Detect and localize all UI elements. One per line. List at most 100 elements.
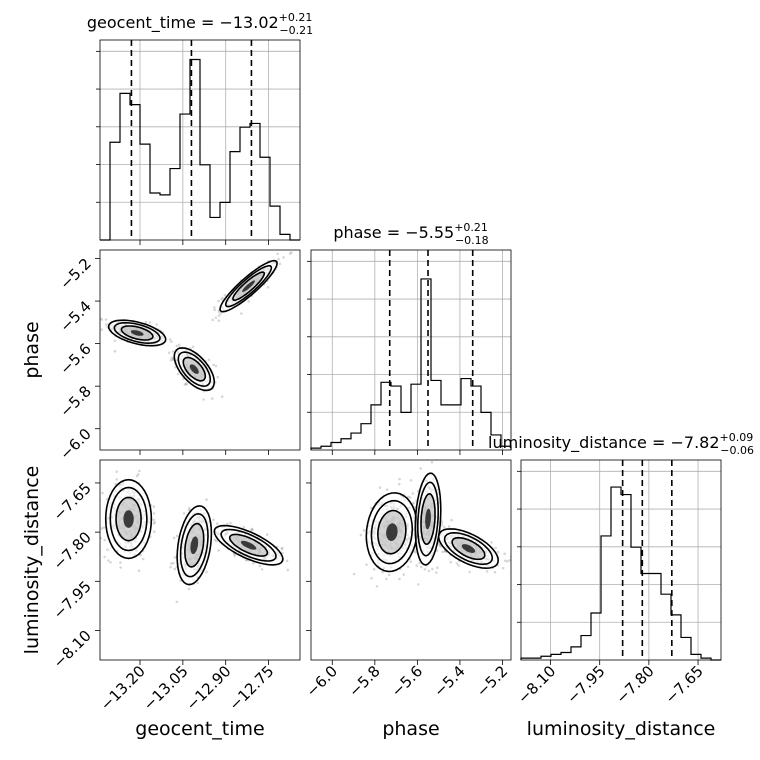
density-peak xyxy=(123,510,134,528)
sample-point xyxy=(175,534,179,538)
histogram-luminosity_distance xyxy=(520,486,721,661)
sample-point xyxy=(152,512,156,515)
sample-point xyxy=(378,486,382,489)
sample-point xyxy=(278,262,282,266)
sample-point xyxy=(175,344,179,348)
contour-mid xyxy=(443,531,494,566)
contour-outer xyxy=(107,319,167,347)
sample-point xyxy=(485,570,489,573)
sample-point xyxy=(490,541,493,544)
scatter-panel-phase-vs-luminosity_distance xyxy=(310,459,512,661)
contour-inner xyxy=(420,492,436,546)
sample-point xyxy=(415,564,419,567)
sample-point xyxy=(115,478,118,481)
density-peak xyxy=(461,544,476,553)
sample-point xyxy=(493,570,497,574)
contour-outer xyxy=(213,524,284,566)
contour-outer xyxy=(104,478,153,560)
title-main: luminosity_distance = −7.82 xyxy=(488,433,719,453)
sample-point xyxy=(496,550,500,554)
scatter-frame xyxy=(99,459,301,661)
sample-point xyxy=(119,561,122,564)
sample-point xyxy=(468,570,472,574)
scatter-panel-geocent_time-vs-phase xyxy=(99,249,301,451)
sample-point xyxy=(219,311,222,315)
sample-point xyxy=(277,257,280,261)
histogram-geocent_time xyxy=(100,58,300,241)
sample-point xyxy=(205,570,208,574)
contour-mid xyxy=(416,481,440,557)
sample-point xyxy=(501,566,505,570)
hist-panel-phase xyxy=(307,249,512,451)
scatter-phase-luminosity_distance-y-ticks xyxy=(306,482,311,631)
contour-mid xyxy=(109,486,148,552)
y-tick-label: −7.80 xyxy=(50,528,95,573)
sample-point xyxy=(265,533,269,536)
contour-inner xyxy=(182,356,207,382)
sample-point xyxy=(187,587,191,591)
sample-point xyxy=(106,548,109,552)
sample-point xyxy=(290,251,293,254)
sample-point xyxy=(220,395,224,398)
sample-point xyxy=(217,299,220,303)
sample-point xyxy=(212,518,215,522)
sample-point xyxy=(397,482,401,486)
sample-point xyxy=(152,505,156,508)
x-tick-label: −5.4 xyxy=(430,662,468,700)
sample-point xyxy=(167,351,171,355)
sample-point xyxy=(155,323,158,326)
sample-point xyxy=(427,569,431,573)
sample-point xyxy=(172,536,176,540)
sample-point xyxy=(92,513,95,516)
sample-point xyxy=(174,366,177,369)
sample-point xyxy=(455,562,459,565)
sample-point xyxy=(191,345,195,349)
contour-mid xyxy=(220,528,277,562)
sample-point xyxy=(494,546,498,550)
sample-point xyxy=(135,474,139,478)
sample-point xyxy=(184,382,188,386)
y-axis-label-phase: phase xyxy=(21,321,43,378)
sample-point xyxy=(250,528,253,532)
scatter-frame xyxy=(99,249,301,451)
x-tick-label: −5.6 xyxy=(388,662,426,700)
sample-point xyxy=(276,252,280,256)
sample-point xyxy=(100,317,102,320)
sample-point xyxy=(503,552,507,556)
title-minus: −0.06 xyxy=(720,444,754,457)
y-tick-label: −6.0 xyxy=(56,425,94,463)
y-tick-label: −5.2 xyxy=(56,255,94,293)
hist-geocent_time-x-ticks xyxy=(139,240,269,245)
sample-point xyxy=(146,450,149,453)
x-axis-label-phase: phase xyxy=(382,718,439,740)
sample-point xyxy=(431,567,434,571)
scatter-content xyxy=(352,461,511,588)
sample-point xyxy=(436,566,439,569)
contour-outer xyxy=(176,505,213,586)
sample-point xyxy=(214,316,218,320)
density-peak xyxy=(242,280,255,292)
scatter-geocent_time-luminosity_distance-y-ticks: −8.10 −7.95−7.80−7.65 xyxy=(50,479,100,672)
hist-phase-x-ticks xyxy=(331,450,503,455)
sample-point xyxy=(119,566,122,569)
y-tick-label: −8.10 xyxy=(50,627,95,672)
scatter-content xyxy=(92,450,290,604)
sample-point xyxy=(183,383,187,386)
x-tick-label: −7.80 xyxy=(612,662,657,707)
sample-point xyxy=(196,581,199,585)
sample-point xyxy=(372,567,376,571)
x-tick-label: −5.8 xyxy=(345,662,383,700)
sample-point xyxy=(398,477,401,481)
sample-point xyxy=(359,533,363,537)
sample-point xyxy=(385,577,388,581)
sample-point xyxy=(202,398,205,401)
sample-point xyxy=(503,559,507,563)
sample-point xyxy=(105,323,108,326)
sample-point xyxy=(385,488,389,492)
sample-point xyxy=(173,567,177,571)
sample-point xyxy=(398,577,401,581)
sample-point xyxy=(104,318,108,321)
density-peak xyxy=(190,536,199,555)
sample-point xyxy=(252,562,255,565)
sample-point xyxy=(171,350,175,353)
